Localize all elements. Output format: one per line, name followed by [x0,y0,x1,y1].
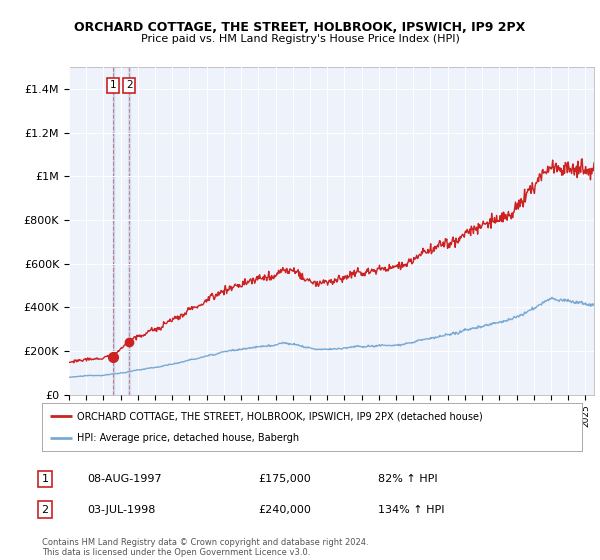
Text: HPI: Average price, detached house, Babergh: HPI: Average price, detached house, Babe… [77,433,299,443]
Text: 2: 2 [41,505,49,515]
Bar [113,67,114,395]
Text: 2: 2 [126,80,133,90]
Text: 1: 1 [41,474,49,484]
Text: £175,000: £175,000 [258,474,311,484]
Text: 1: 1 [110,80,117,90]
Text: Price paid vs. HM Land Registry's House Price Index (HPI): Price paid vs. HM Land Registry's House … [140,34,460,44]
Text: ORCHARD COTTAGE, THE STREET, HOLBROOK, IPSWICH, IP9 2PX: ORCHARD COTTAGE, THE STREET, HOLBROOK, I… [74,21,526,34]
Text: Contains HM Land Registry data © Crown copyright and database right 2024.
This d: Contains HM Land Registry data © Crown c… [42,538,368,557]
Text: 03-JUL-1998: 03-JUL-1998 [87,505,155,515]
Text: £240,000: £240,000 [258,505,311,515]
Bar [128,67,130,395]
Text: ORCHARD COTTAGE, THE STREET, HOLBROOK, IPSWICH, IP9 2PX (detached house): ORCHARD COTTAGE, THE STREET, HOLBROOK, I… [77,411,483,421]
Text: 08-AUG-1997: 08-AUG-1997 [87,474,161,484]
Text: 82% ↑ HPI: 82% ↑ HPI [378,474,437,484]
Text: 134% ↑ HPI: 134% ↑ HPI [378,505,445,515]
